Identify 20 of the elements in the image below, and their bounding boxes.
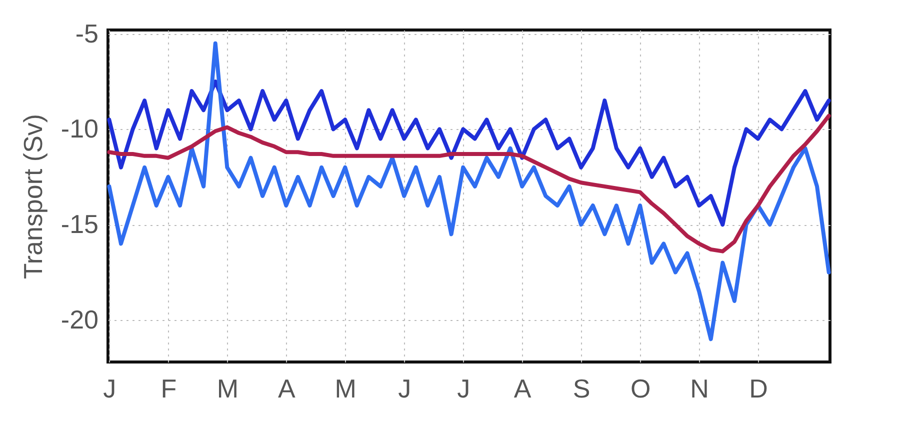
y-tick-label: -10 (60, 114, 98, 144)
line-series (107, 80, 831, 227)
line-series (107, 41, 831, 342)
x-tick-label: S (572, 374, 590, 404)
x-tick-label: A (514, 374, 532, 404)
y-tick-label: -15 (60, 209, 98, 240)
x-tick-label: F (160, 374, 177, 404)
x-tick-label: A (278, 374, 296, 404)
line-series (107, 114, 831, 254)
x-tick-label: N (690, 374, 709, 404)
x-tick-label: J (457, 374, 470, 404)
x-tick-label: J (398, 374, 412, 404)
x-tick-label: D (749, 374, 768, 404)
y-tick-label: -20 (60, 304, 98, 335)
x-tick-label: O (630, 374, 651, 404)
x-tick-label: J (103, 374, 116, 404)
x-tick-label: M (334, 374, 356, 404)
y-axis-title: Transport (Sv) (18, 114, 48, 280)
y-tick-label: -5 (75, 18, 98, 48)
x-tick-label: M (216, 374, 238, 404)
